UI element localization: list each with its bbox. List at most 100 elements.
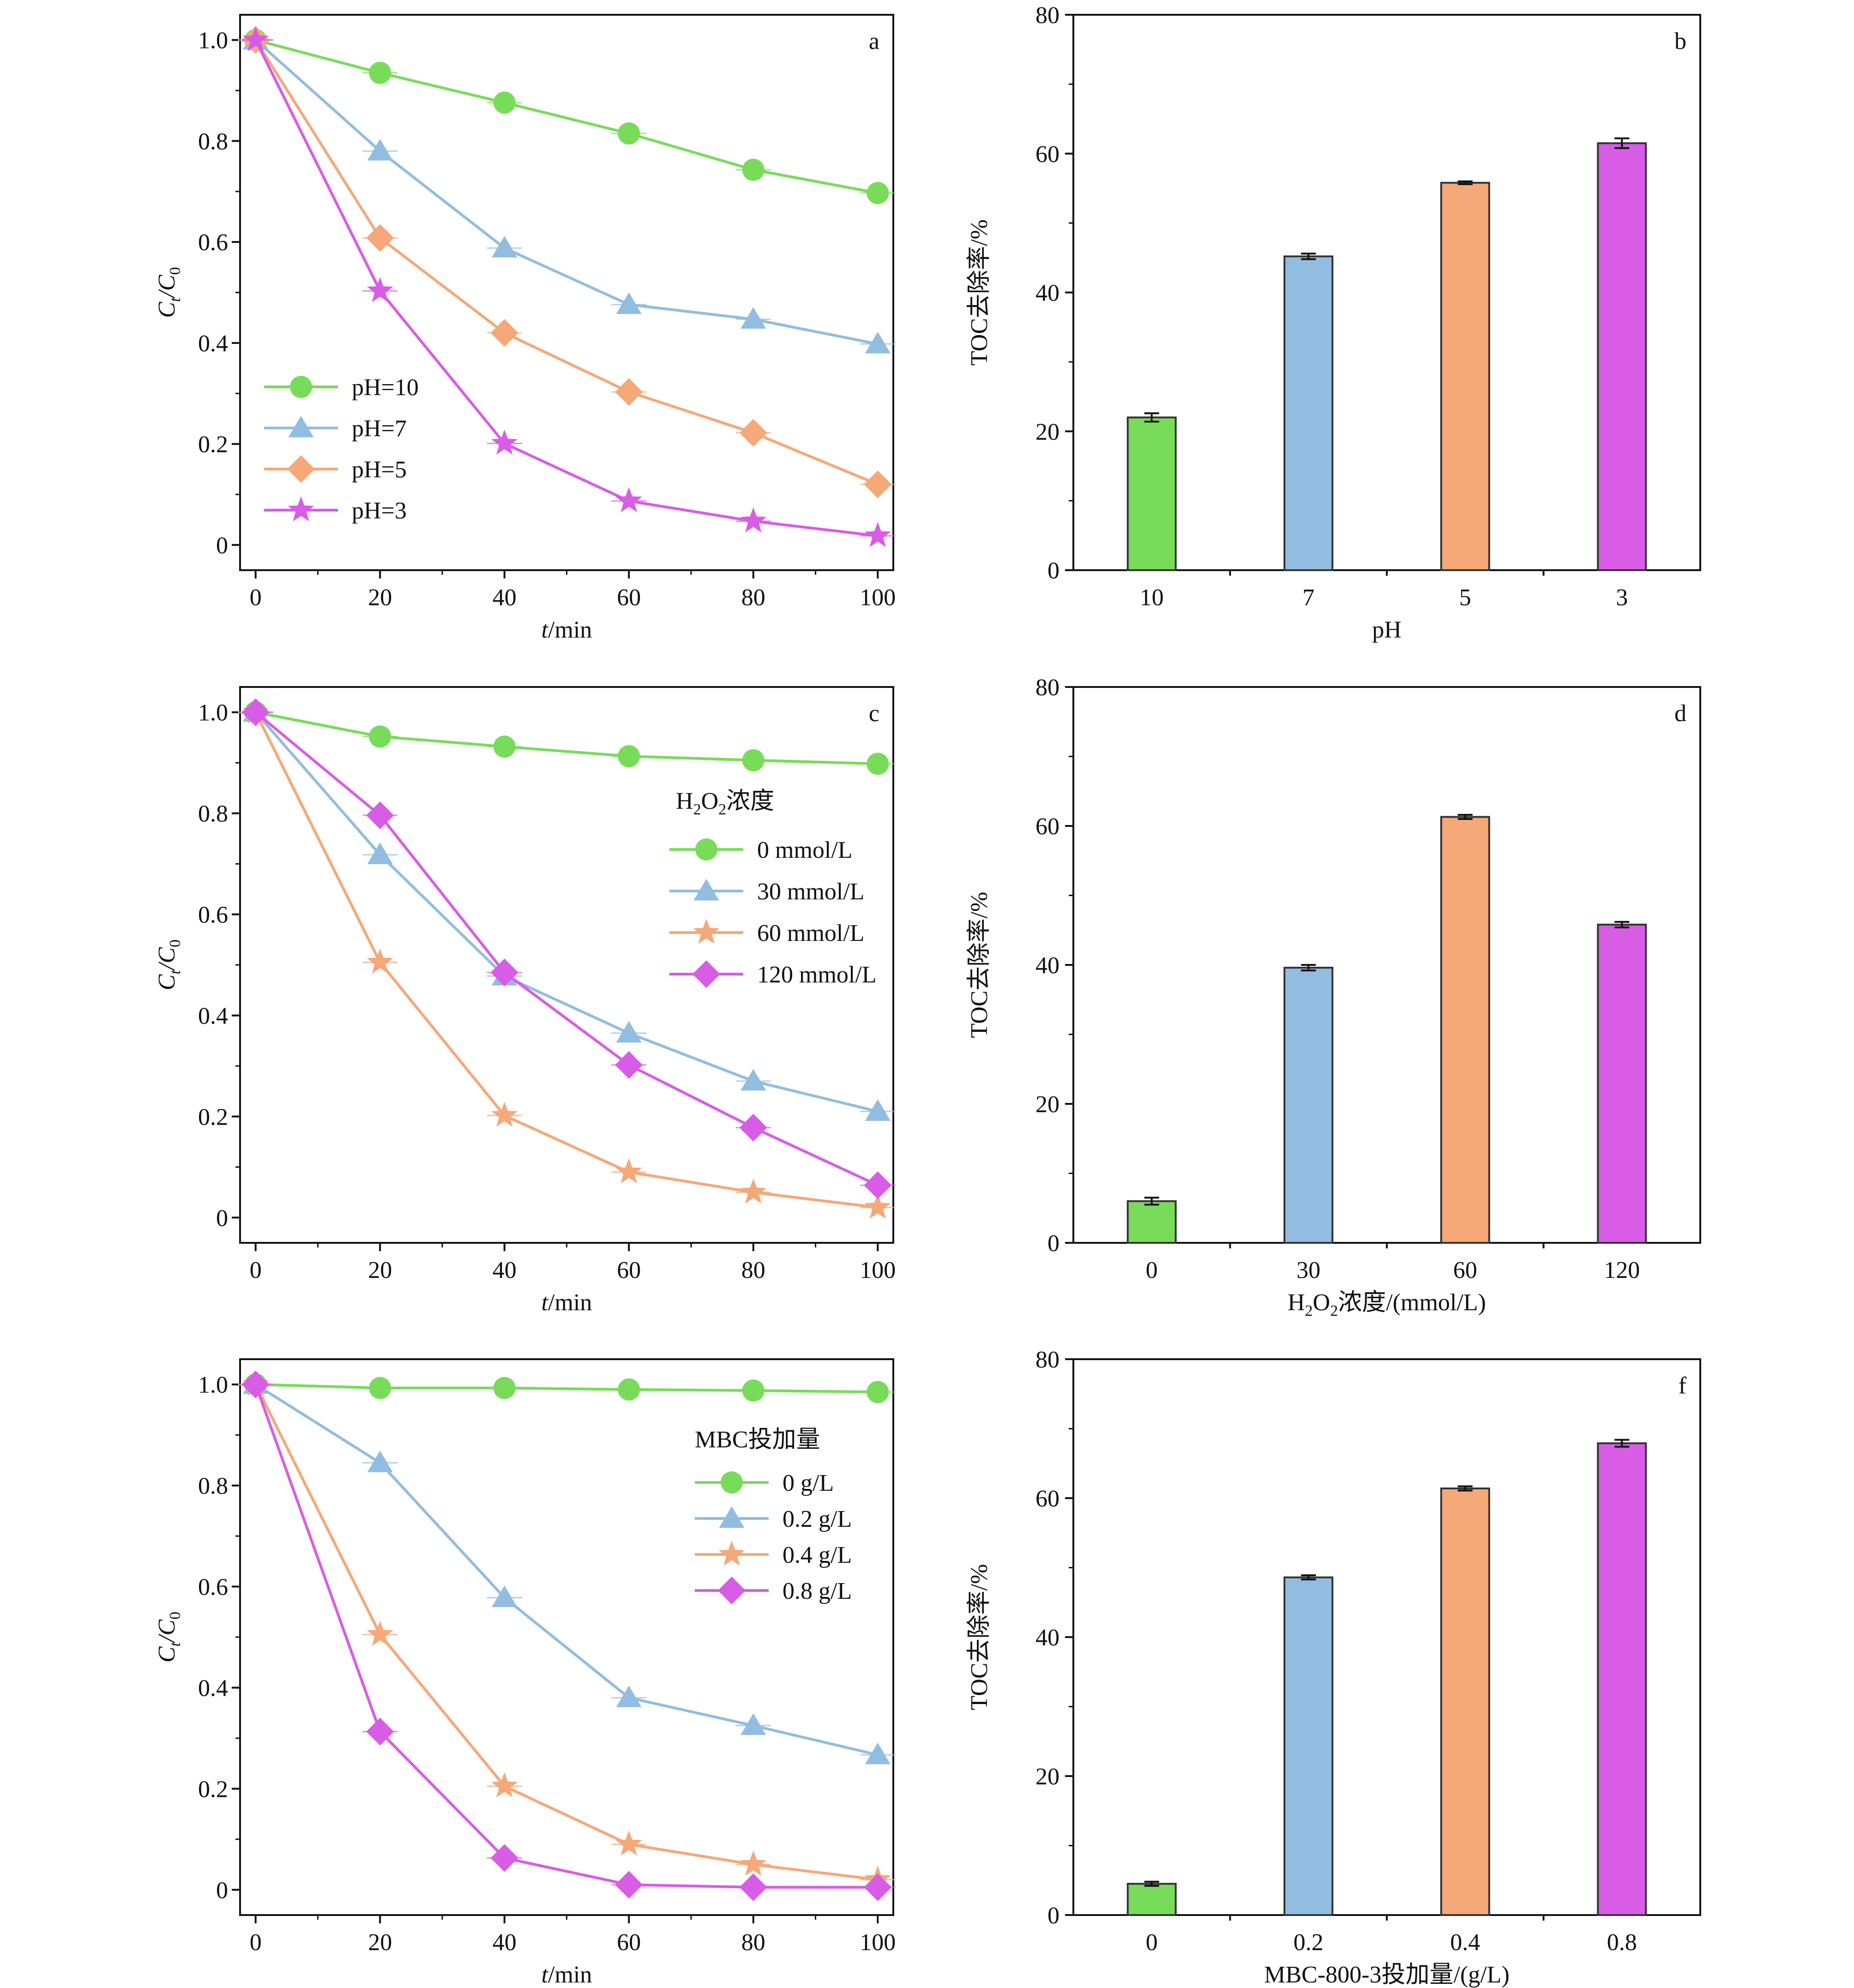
bar — [1126, 1200, 1177, 1244]
x-axis-label-sub: 2 — [1330, 1302, 1338, 1319]
y-tick-label: 0 — [216, 1205, 228, 1231]
bar — [1126, 416, 1177, 571]
x-tick-label: 3 — [1616, 584, 1628, 611]
legend-entry: pH=3 — [264, 496, 407, 524]
x-tick-label: 20 — [368, 1929, 392, 1956]
legend-marker — [693, 919, 720, 944]
y-tick-label: 0.4 — [198, 1003, 228, 1029]
data-point — [618, 745, 640, 767]
legend-label: pH=5 — [352, 457, 407, 483]
y-axis-label-part: C — [154, 974, 180, 990]
x-axis-label-unit: /min — [548, 1289, 592, 1316]
legend: pH=10 pH=7 pH=5 pH=3 — [264, 374, 419, 524]
legend-title-part: 浓度 — [726, 788, 774, 814]
legend-entry: 0.4 g/L — [695, 1541, 852, 1568]
y-axis-label: TOC去除率/% — [966, 892, 993, 1038]
legend-entry: 0 mmol/L — [669, 837, 853, 863]
legend-entry: 120 mmol/L — [669, 960, 877, 988]
data-point — [864, 522, 891, 547]
series-line — [254, 1384, 878, 1881]
series-0 — [238, 1373, 896, 1404]
data-point — [615, 378, 643, 406]
y-axis-label-sub: 0 — [167, 940, 184, 947]
y-tick-label: 0.4 — [198, 1675, 228, 1701]
bar — [1597, 142, 1647, 572]
legend-entry: 0.8 g/L — [695, 1577, 852, 1604]
x-tick-label: 7 — [1302, 584, 1314, 611]
y-tick-label: 80 — [1035, 2, 1059, 29]
data-point — [369, 1377, 391, 1399]
data-point — [865, 1099, 891, 1121]
data-point — [490, 319, 518, 347]
data-point — [490, 958, 518, 987]
x-axis-label-italic: t — [542, 1289, 549, 1316]
x-axis-label-part: O — [1313, 1289, 1330, 1316]
data-point — [615, 1871, 643, 1899]
legend-marker — [718, 1541, 745, 1566]
legend-label: pH=3 — [352, 498, 407, 524]
y-axis-label-sub: 0 — [167, 267, 184, 275]
y-tick-label: 0.8 — [198, 1473, 228, 1500]
chart-panel-e: 02040608010000.20.40.60.81.0t/minCt/C0eM… — [154, 1358, 896, 1988]
y-tick-label: 0.4 — [198, 331, 228, 357]
x-tick-label: 40 — [493, 584, 517, 611]
y-tick-label: 0.2 — [198, 1104, 228, 1130]
panel-label: d — [1674, 700, 1686, 727]
series-line — [255, 711, 878, 765]
x-tick-label: 0 — [1146, 1929, 1158, 1956]
legend-title-part: O — [701, 788, 719, 814]
x-tick-label: 80 — [741, 1257, 765, 1283]
data-point — [491, 1102, 518, 1127]
legend-label: 30 mmol/L — [757, 879, 865, 905]
series-line — [254, 711, 878, 1209]
y-tick-label: 0.6 — [198, 1574, 228, 1601]
series-2 — [238, 698, 896, 1219]
x-axis-label: pH — [1372, 617, 1402, 643]
legend-marker — [695, 838, 717, 861]
plot-frame — [239, 14, 894, 571]
y-tick-label: 1.0 — [198, 700, 228, 726]
data-point — [618, 122, 640, 145]
x-tick-label: 10 — [1140, 584, 1164, 611]
chart-panel-f: 0 20 40 60 80 0 0.2 0.4 0.8 MBC-800-3投加量/(g/L) TOC… — [966, 1347, 1701, 1988]
legend-marker — [692, 960, 720, 988]
y-axis-label: TOC去除率/% — [966, 1564, 993, 1711]
x-tick-label: 60 — [1453, 1257, 1477, 1283]
panel-label: a — [869, 28, 879, 54]
bar — [1283, 1576, 1334, 1916]
data-point — [490, 1844, 518, 1872]
data-point — [618, 1378, 640, 1401]
data-point — [367, 842, 393, 864]
legend-label: pH=10 — [352, 374, 419, 401]
x-tick-label: 0 — [250, 584, 262, 611]
series-0 — [238, 29, 896, 205]
data-point — [367, 139, 393, 161]
data-point — [369, 61, 391, 84]
y-tick-label: 20 — [1035, 419, 1059, 445]
series-line — [254, 39, 878, 346]
y-axis-label: Ct/C0 — [154, 1612, 184, 1663]
panel-label: c — [869, 700, 879, 727]
x-axis-label: t/min — [542, 1289, 592, 1316]
x-tick-label: 120 — [1604, 1257, 1640, 1283]
data-point — [367, 948, 393, 974]
x-tick-label: 20 — [368, 1257, 392, 1283]
x-axis-label-italic: t — [542, 617, 549, 643]
y-tick-label: 0.8 — [198, 801, 228, 827]
data-point — [742, 749, 764, 771]
series-3 — [238, 1370, 896, 1901]
x-axis-label-unit: /min — [548, 1962, 592, 1988]
x-axis-label-sub: 2 — [1305, 1302, 1313, 1319]
series-line — [254, 711, 879, 1113]
data-point — [865, 1742, 891, 1765]
chart-panel-c: 0 20 40 60 80 10000.20.40.60.81.0t/minCt/C0cH… — [154, 686, 896, 1316]
x-tick-label: 0 — [250, 1257, 262, 1283]
legend-marker — [288, 496, 314, 522]
y-tick-label: 0.2 — [198, 432, 228, 458]
bar — [1126, 1883, 1177, 1916]
data-point — [739, 1114, 767, 1142]
series-0 — [238, 701, 896, 775]
y-tick-label: 1.0 — [198, 1372, 228, 1398]
